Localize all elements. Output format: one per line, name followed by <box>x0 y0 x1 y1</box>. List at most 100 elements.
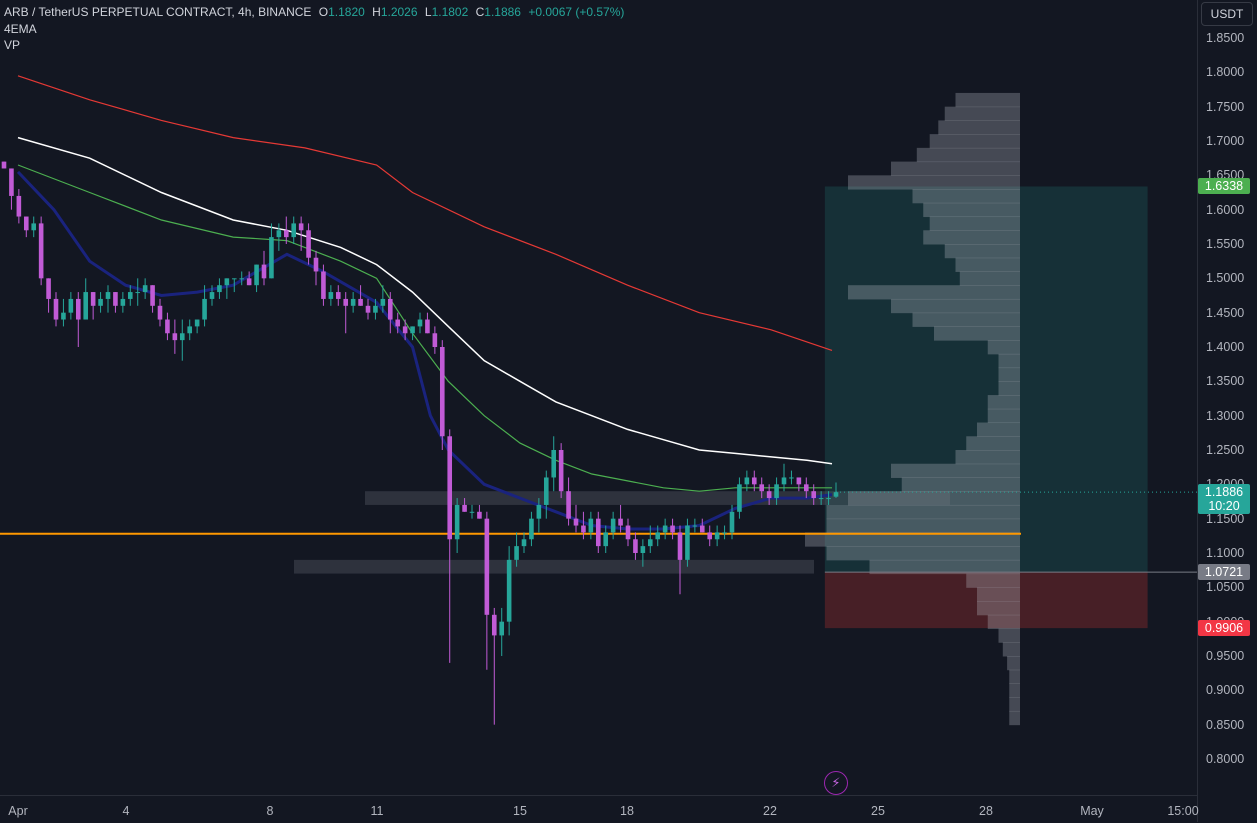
candle-body <box>432 333 438 347</box>
volume-profile-bar <box>891 161 1020 176</box>
symbol-legend: ARB / TetherUS PERPETUAL CONTRACT, 4h, B… <box>4 5 625 19</box>
candle-body <box>135 292 141 294</box>
candle-body <box>833 492 839 497</box>
candle-body <box>581 525 586 533</box>
currency-button[interactable]: USDT <box>1201 2 1253 26</box>
candle-body <box>98 298 103 306</box>
volume-profile-bar <box>929 216 1020 231</box>
candle-body <box>751 477 757 485</box>
ema-navy-line <box>16 170 833 531</box>
candle-body <box>209 292 215 299</box>
volume-profile-bar <box>955 450 1020 465</box>
candle-body <box>373 305 378 313</box>
candle-body <box>454 504 460 540</box>
volume-profile-bar <box>891 463 1020 478</box>
candle-body <box>9 168 14 196</box>
candle-body <box>75 298 81 320</box>
volume-profile-bar <box>944 244 1020 259</box>
volume-profile-bar <box>912 189 1020 204</box>
price-axis[interactable]: 1.8500 1.8000 1.7500 1.7000 1.6500 1.6000 1.55… <box>1197 0 1257 822</box>
volume-profile-bar <box>1009 710 1020 726</box>
price-tick-label: 0.8000 <box>1206 752 1245 766</box>
ema-white-line <box>17 136 833 465</box>
support-zone <box>294 559 814 574</box>
volume-profile-bar <box>929 134 1020 149</box>
candle-body <box>439 347 445 437</box>
candle-body <box>826 498 831 500</box>
candle-body <box>692 525 698 527</box>
target-zone <box>824 186 1148 573</box>
candle-body <box>618 518 623 526</box>
low-value: 1.1802 <box>431 5 469 19</box>
price-tick-label: 1.7500 <box>1206 99 1245 114</box>
candle-body <box>640 546 646 553</box>
candle-body <box>395 319 401 327</box>
price-chart[interactable] <box>0 0 1197 795</box>
volume-profile-bar <box>987 395 1020 410</box>
volume-profile-bar <box>1007 656 1020 671</box>
change-value: +0.0067 (+0.57%) <box>528 5 625 19</box>
time-axis[interactable]: Apr 4 8 11 15 18 22 25 28 May 15:00 <box>0 795 1199 823</box>
candle-body <box>224 278 230 286</box>
volume-profile-bar <box>1009 669 1020 684</box>
time-tick-label: 28 <box>979 804 993 818</box>
price-tick-label: 1.5000 <box>1206 271 1245 286</box>
lightning-icon[interactable]: ⚡ <box>824 771 848 795</box>
stop-zone <box>824 572 1148 629</box>
high-value: 1.2026 <box>380 5 418 19</box>
candle-body <box>83 292 89 320</box>
volume-profile-bar <box>987 614 1020 630</box>
symbol-title[interactable]: ARB / TetherUS PERPETUAL CONTRACT, 4h, B… <box>4 5 312 19</box>
candle-body <box>254 264 259 286</box>
candle-body <box>536 504 542 519</box>
candle-body <box>610 518 616 533</box>
price-tick-label: 0.8500 <box>1206 717 1245 732</box>
candle-body <box>61 312 66 320</box>
candle-body <box>506 559 512 622</box>
price-tick-label: 1.7000 <box>1206 134 1245 148</box>
candle-body <box>462 504 467 512</box>
candle-body <box>291 223 297 238</box>
price-tick-label: 1.4500 <box>1206 305 1245 320</box>
candle-body <box>246 278 252 286</box>
price-tick-label: 1.6000 <box>1206 202 1245 217</box>
candle-body <box>551 450 557 478</box>
candle-body <box>410 326 415 334</box>
candle-body <box>38 223 44 279</box>
time-tick-label: 11 <box>370 804 384 818</box>
price-tick-label: 1.3500 <box>1206 374 1245 389</box>
indicator-vp[interactable]: VP <box>4 38 21 52</box>
candle-body <box>670 525 675 533</box>
candle-body <box>677 532 683 560</box>
candle-body <box>16 195 22 217</box>
candle-body <box>231 278 237 280</box>
volume-profile-bar <box>998 381 1020 396</box>
candle-body <box>358 298 363 306</box>
candle-body <box>157 305 163 320</box>
candle-body <box>514 546 519 560</box>
candle-body <box>150 285 155 306</box>
candle-body <box>818 498 824 500</box>
candle-body <box>811 491 817 499</box>
candle-body <box>179 333 185 341</box>
candle-body <box>298 223 304 231</box>
ema-green-line <box>17 164 832 492</box>
candle-body <box>744 477 750 485</box>
volume-profile-bar <box>826 546 1020 561</box>
volume-profile-bar <box>987 340 1020 355</box>
candle-body <box>447 436 453 540</box>
candle-body <box>737 484 742 512</box>
candle-body <box>120 298 126 306</box>
volume-profile-bar <box>998 628 1020 643</box>
candle-body <box>774 484 779 499</box>
price-tick-label: 1.1500 <box>1206 511 1245 526</box>
candle-body <box>425 319 430 334</box>
indicator-ema[interactable]: 4EMA <box>4 22 37 36</box>
candle-body <box>387 298 393 320</box>
volume-profile-bar <box>1009 697 1020 712</box>
time-tick-label: 25 <box>871 804 885 818</box>
candle-body <box>417 319 423 327</box>
candle-body <box>46 278 51 299</box>
volume-profile-bar <box>1002 642 1020 657</box>
price-tick-label: 1.8500 <box>1206 31 1245 45</box>
